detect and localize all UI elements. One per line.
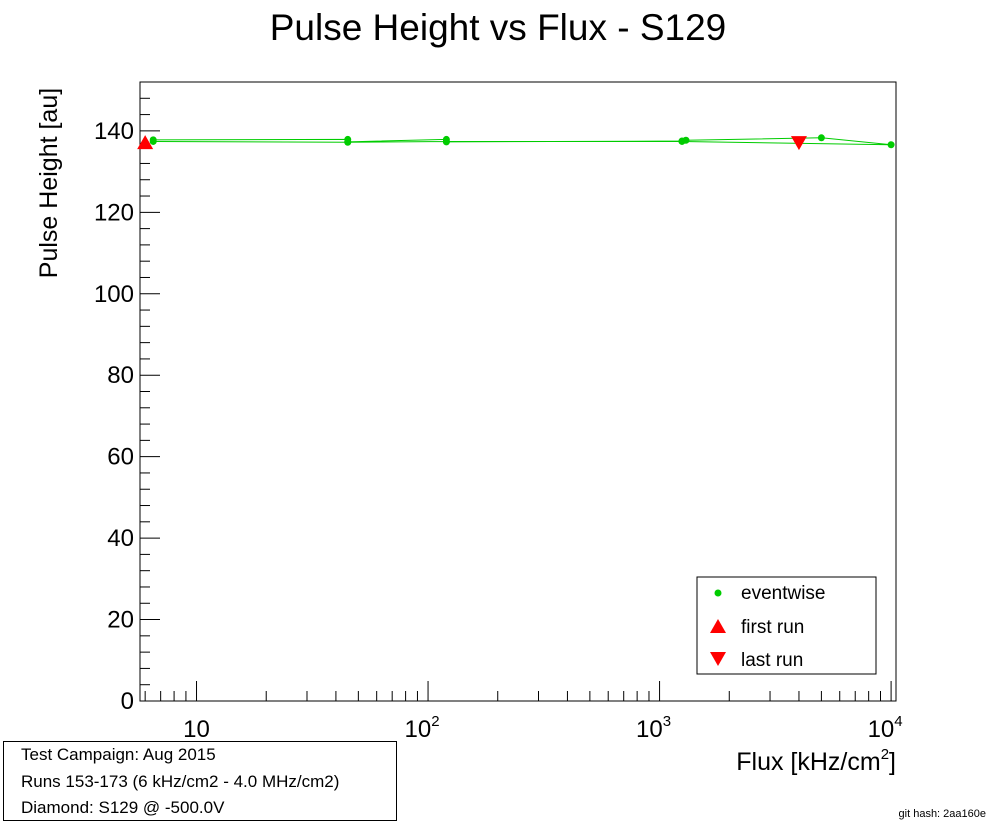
first-run-marker (137, 135, 154, 150)
legend-marker-eventwise (714, 589, 722, 597)
x-tick-exponent: 2 (431, 713, 439, 730)
x-axis-label-sup: 2 (881, 746, 889, 763)
legend-marker-last-run (710, 652, 726, 666)
x-tick-base: 10 (868, 716, 895, 743)
y-tick-label: 140 (94, 118, 134, 145)
x-axis-label-main: Flux [kHz/cm (736, 748, 880, 776)
git-hash: git hash: 2aa160e (898, 808, 986, 820)
legend-label-eventwise: eventwise (741, 583, 826, 604)
data-point (149, 137, 157, 145)
x-tick-exponent: 4 (894, 713, 902, 730)
x-tick-label: 104 (868, 713, 903, 743)
legend-label-last-run: last run (741, 650, 803, 671)
series-layer (137, 134, 895, 151)
x-tick-base: 10 (405, 716, 432, 743)
last-run-marker (790, 136, 807, 151)
info-campaign: Test Campaign: Aug 2015 (21, 745, 216, 764)
legend-label-first-run: first run (741, 617, 804, 638)
data-point (678, 137, 686, 145)
x-tick-base: 10 (636, 716, 663, 743)
legend-box (696, 576, 877, 675)
y-tick-label: 60 (107, 444, 134, 471)
x-axis-label: Flux [kHz/cm2] (736, 746, 896, 776)
y-tick-label: 20 (107, 607, 134, 634)
x-tick-label: 102 (405, 713, 440, 743)
y-axis-label: Pulse Height [au] (35, 88, 63, 278)
legend: eventwise first run last run (696, 576, 877, 675)
data-point (817, 134, 825, 142)
data-point (442, 137, 450, 145)
data-point (887, 141, 895, 149)
chart-title: Pulse Height vs Flux - S129 (270, 7, 727, 48)
series-line (153, 137, 892, 146)
x-tick-exponent: 3 (663, 713, 671, 730)
y-tick-label: 40 (107, 525, 134, 552)
y-tick-label: 0 (121, 688, 134, 715)
legend-marker-first-run (710, 619, 726, 633)
x-axis-label-end: ] (889, 748, 896, 776)
y-tick-label: 100 (94, 281, 134, 308)
data-point (344, 138, 352, 146)
info-runs: Runs 153-173 (6 kHz/cm2 - 4.0 MHz/cm2) (21, 772, 340, 791)
x-tick-label: 103 (636, 713, 671, 743)
y-tick-label: 120 (94, 199, 134, 226)
info-box: Test Campaign: Aug 2015 Runs 153-173 (6 … (3, 741, 397, 821)
x-tick-base: 10 (183, 716, 210, 743)
info-diamond: Diamond: S129 @ -500.0V (21, 798, 225, 817)
x-tick-label: 10 (183, 716, 210, 743)
y-tick-label: 80 (107, 362, 134, 389)
